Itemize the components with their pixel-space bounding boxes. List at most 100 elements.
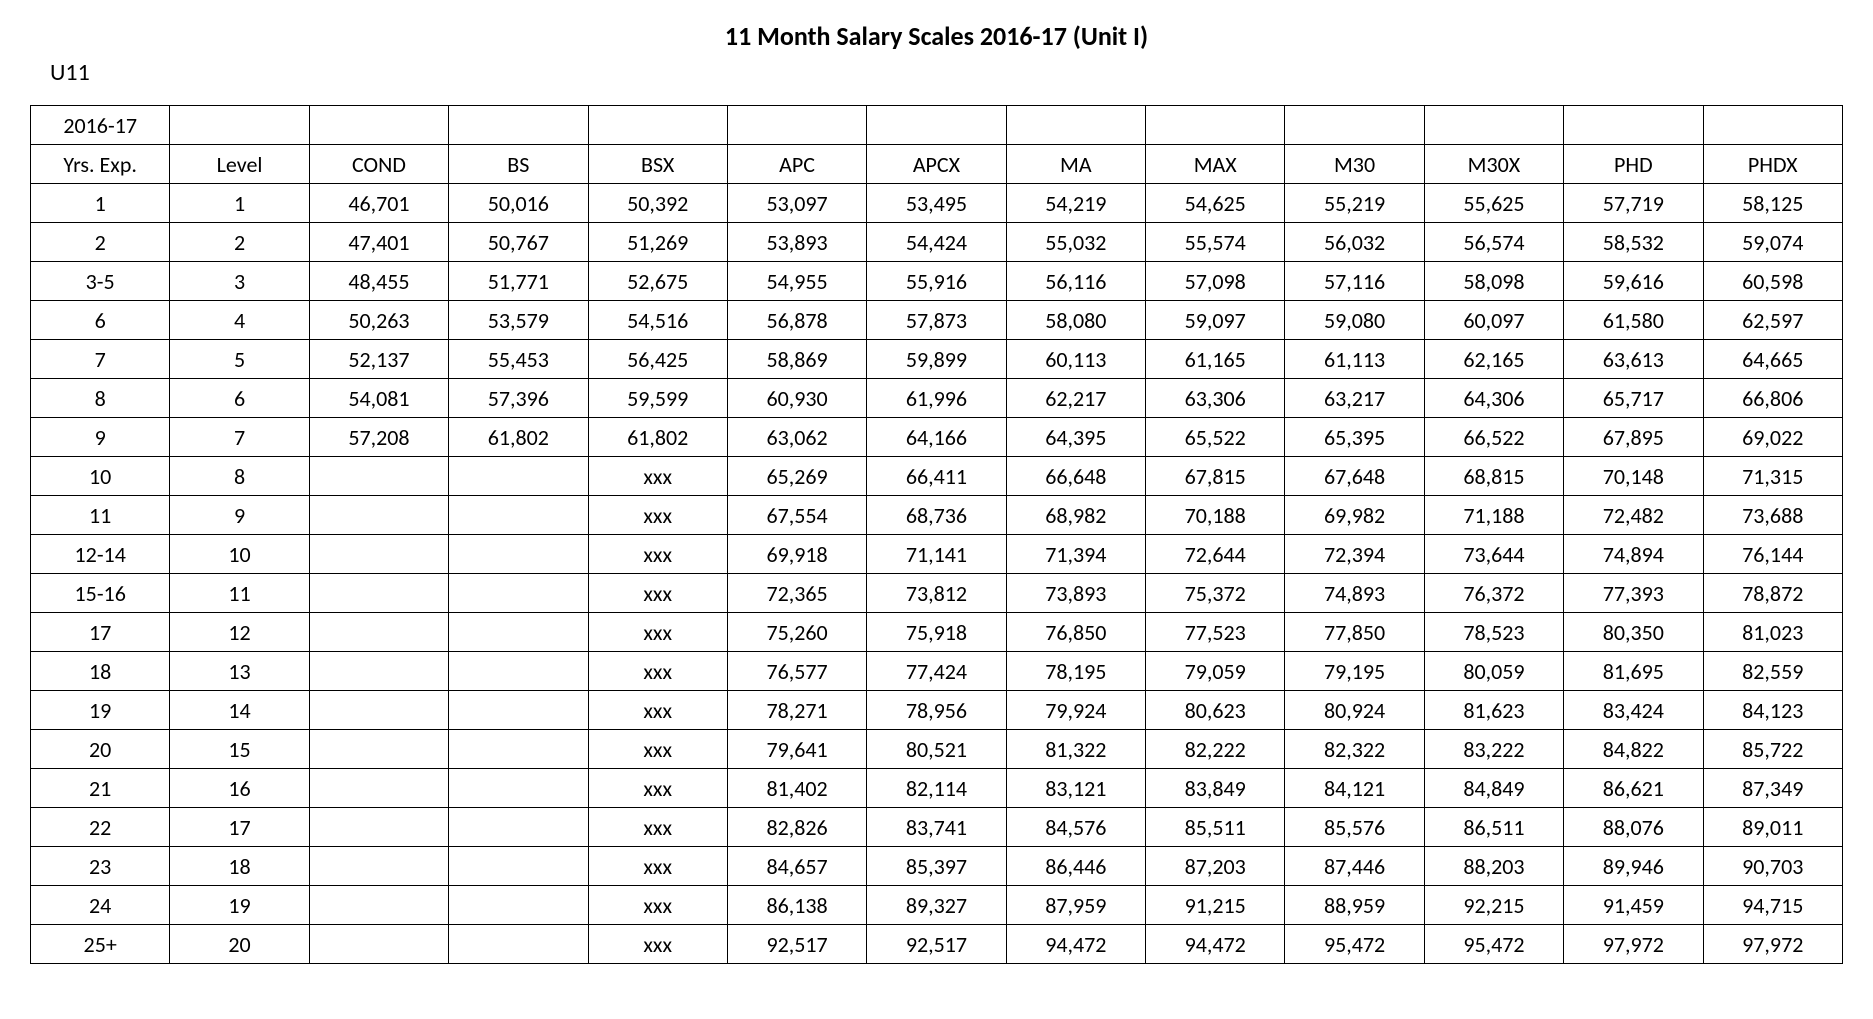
- table-row: 1813 xxx76,57777,42478,19579,05979,19580…: [31, 652, 1843, 691]
- table-cell: 88,076: [1564, 808, 1703, 847]
- table-cell: 17: [31, 613, 170, 652]
- table-cell: 71,141: [867, 535, 1006, 574]
- table-cell: 63,062: [727, 418, 866, 457]
- table-cell: 97,972: [1703, 925, 1843, 964]
- empty-header-cell: [727, 106, 866, 145]
- table-cell: 14: [170, 691, 309, 730]
- table-cell: 66,411: [867, 457, 1006, 496]
- table-cell: [449, 769, 588, 808]
- table-cell: 1: [31, 184, 170, 223]
- column-header: Yrs. Exp.: [31, 145, 170, 184]
- column-header: MAX: [1146, 145, 1285, 184]
- table-cell: 24: [31, 886, 170, 925]
- table-cell: 56,878: [727, 301, 866, 340]
- table-cell: 85,722: [1703, 730, 1843, 769]
- table-cell: 12: [170, 613, 309, 652]
- table-cell: 80,059: [1424, 652, 1563, 691]
- table-cell: xxx: [588, 925, 727, 964]
- table-cell: 58,098: [1424, 262, 1563, 301]
- table-cell: 22: [31, 808, 170, 847]
- table-cell: 9: [31, 418, 170, 457]
- empty-header-cell: [1564, 106, 1703, 145]
- table-cell: 78,523: [1424, 613, 1563, 652]
- table-cell: 50,016: [449, 184, 588, 223]
- table-cell: 51,771: [449, 262, 588, 301]
- table-cell: 1: [170, 184, 309, 223]
- corner-cell: 2016-17: [31, 106, 170, 145]
- table-cell: 71,188: [1424, 496, 1563, 535]
- table-cell: 89,946: [1564, 847, 1703, 886]
- table-cell: 57,719: [1564, 184, 1703, 223]
- table-cell: 53,097: [727, 184, 866, 223]
- table-cell: xxx: [588, 691, 727, 730]
- column-header: MA: [1006, 145, 1145, 184]
- table-cell: 59,899: [867, 340, 1006, 379]
- table-cell: xxx: [588, 730, 727, 769]
- table-cell: 75,918: [867, 613, 1006, 652]
- table-cell: 80,623: [1146, 691, 1285, 730]
- table-cell: 67,895: [1564, 418, 1703, 457]
- table-cell: 56,425: [588, 340, 727, 379]
- table-cell: 89,011: [1703, 808, 1843, 847]
- table-body: 1146,70150,01650,39253,09753,49554,21954…: [31, 184, 1843, 964]
- table-cell: 59,616: [1564, 262, 1703, 301]
- table-row: 9757,20861,80261,80263,06264,16664,39565…: [31, 418, 1843, 457]
- corner-row: 2016-17: [31, 106, 1843, 145]
- table-cell: 58,125: [1703, 184, 1843, 223]
- table-cell: 61,113: [1285, 340, 1424, 379]
- table-cell: 68,982: [1006, 496, 1145, 535]
- table-cell: 59,074: [1703, 223, 1843, 262]
- table-cell: 85,576: [1285, 808, 1424, 847]
- table-cell: 82,114: [867, 769, 1006, 808]
- table-cell: 65,522: [1146, 418, 1285, 457]
- table-cell: xxx: [588, 496, 727, 535]
- table-cell: 81,623: [1424, 691, 1563, 730]
- table-row: 2116 xxx81,40282,11483,12183,84984,12184…: [31, 769, 1843, 808]
- table-row: 2318 xxx84,65785,39786,44687,20387,44688…: [31, 847, 1843, 886]
- table-cell: [449, 496, 588, 535]
- table-cell: 13: [170, 652, 309, 691]
- table-cell: 74,894: [1564, 535, 1703, 574]
- column-header: APC: [727, 145, 866, 184]
- table-cell: 3-5: [31, 262, 170, 301]
- table-cell: 78,872: [1703, 574, 1843, 613]
- table-cell: 76,850: [1006, 613, 1145, 652]
- table-cell: 81,695: [1564, 652, 1703, 691]
- table-cell: 83,222: [1424, 730, 1563, 769]
- table-cell: 77,424: [867, 652, 1006, 691]
- table-cell: 62,217: [1006, 379, 1145, 418]
- table-cell: 61,165: [1146, 340, 1285, 379]
- table-cell: 53,579: [449, 301, 588, 340]
- table-cell: 91,215: [1146, 886, 1285, 925]
- table-row: 108 xxx65,26966,41166,64867,81567,64868,…: [31, 457, 1843, 496]
- table-cell: 84,822: [1564, 730, 1703, 769]
- table-cell: 77,523: [1146, 613, 1285, 652]
- table-cell: 65,395: [1285, 418, 1424, 457]
- table-cell: 83,849: [1146, 769, 1285, 808]
- table-cell: 72,365: [727, 574, 866, 613]
- table-cell: 77,393: [1564, 574, 1703, 613]
- table-cell: [309, 496, 448, 535]
- table-cell: 82,559: [1703, 652, 1843, 691]
- table-cell: [309, 847, 448, 886]
- table-cell: 6: [170, 379, 309, 418]
- table-cell: 59,080: [1285, 301, 1424, 340]
- table-row: 2217 xxx82,82683,74184,57685,51185,57686…: [31, 808, 1843, 847]
- table-cell: 55,219: [1285, 184, 1424, 223]
- table-cell: 83,741: [867, 808, 1006, 847]
- table-cell: 15-16: [31, 574, 170, 613]
- table-cell: 57,116: [1285, 262, 1424, 301]
- table-cell: [309, 730, 448, 769]
- table-row: 2419 xxx86,13889,32787,95991,21588,95992…: [31, 886, 1843, 925]
- table-cell: 19: [31, 691, 170, 730]
- table-row: 7552,13755,45356,42558,86959,89960,11361…: [31, 340, 1843, 379]
- table-cell: 17: [170, 808, 309, 847]
- table-cell: 67,554: [727, 496, 866, 535]
- table-cell: 16: [170, 769, 309, 808]
- table-cell: 62,165: [1424, 340, 1563, 379]
- table-cell: 54,424: [867, 223, 1006, 262]
- table-cell: xxx: [588, 769, 727, 808]
- table-cell: 82,322: [1285, 730, 1424, 769]
- table-cell: 74,893: [1285, 574, 1424, 613]
- table-cell: 60,598: [1703, 262, 1843, 301]
